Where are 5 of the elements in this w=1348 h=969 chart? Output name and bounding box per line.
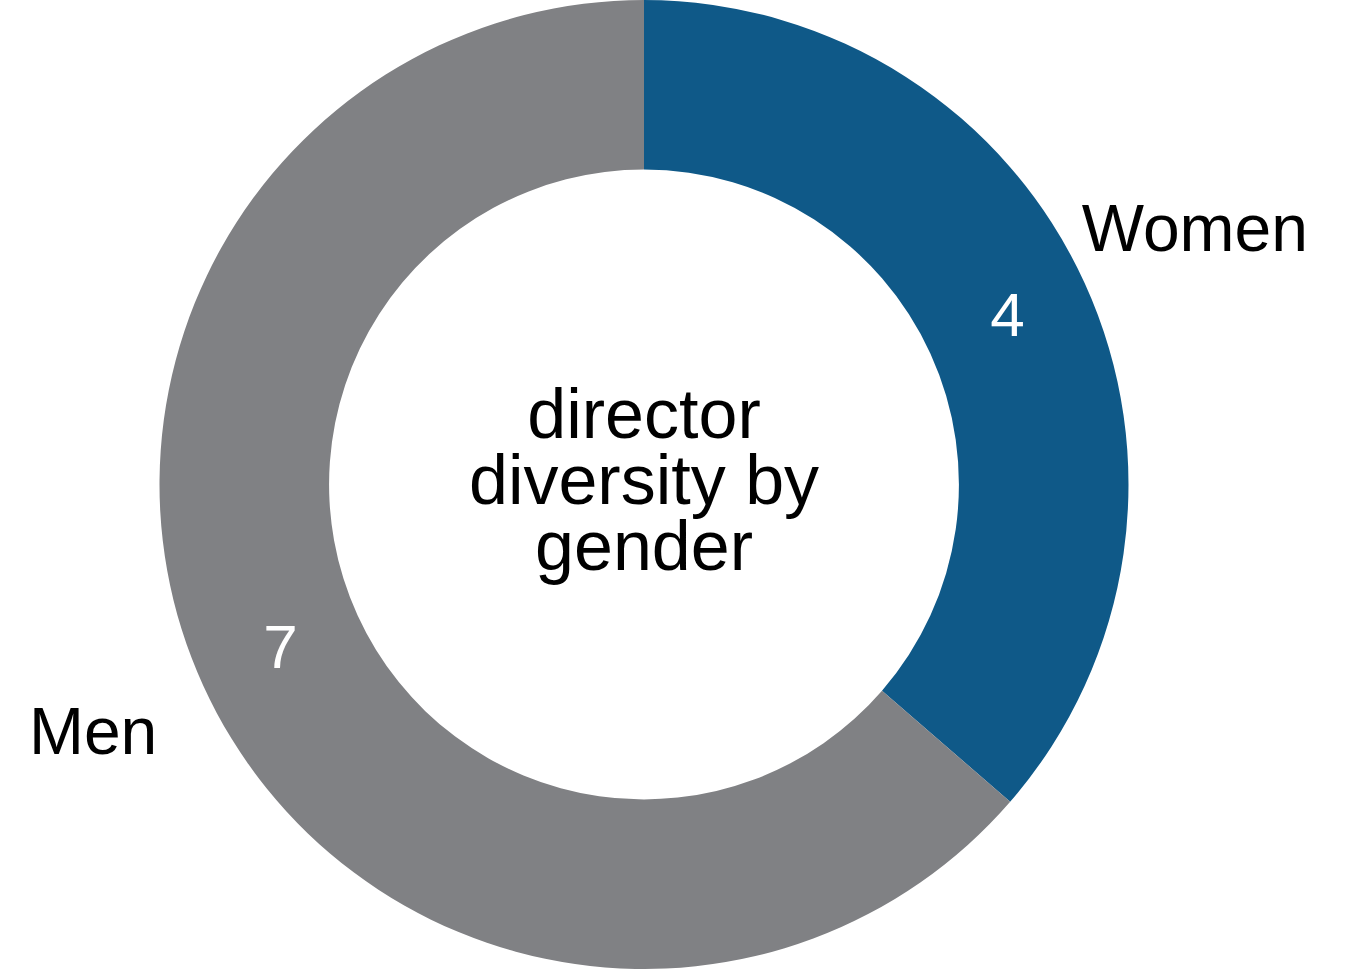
- text: director diversity by gender: [468, 374, 820, 585]
- data-label: 7: [263, 611, 298, 681]
- data-label: 4: [990, 279, 1025, 349]
- slice-label: Men: [28, 694, 158, 769]
- slice-label: Women: [1081, 191, 1308, 266]
